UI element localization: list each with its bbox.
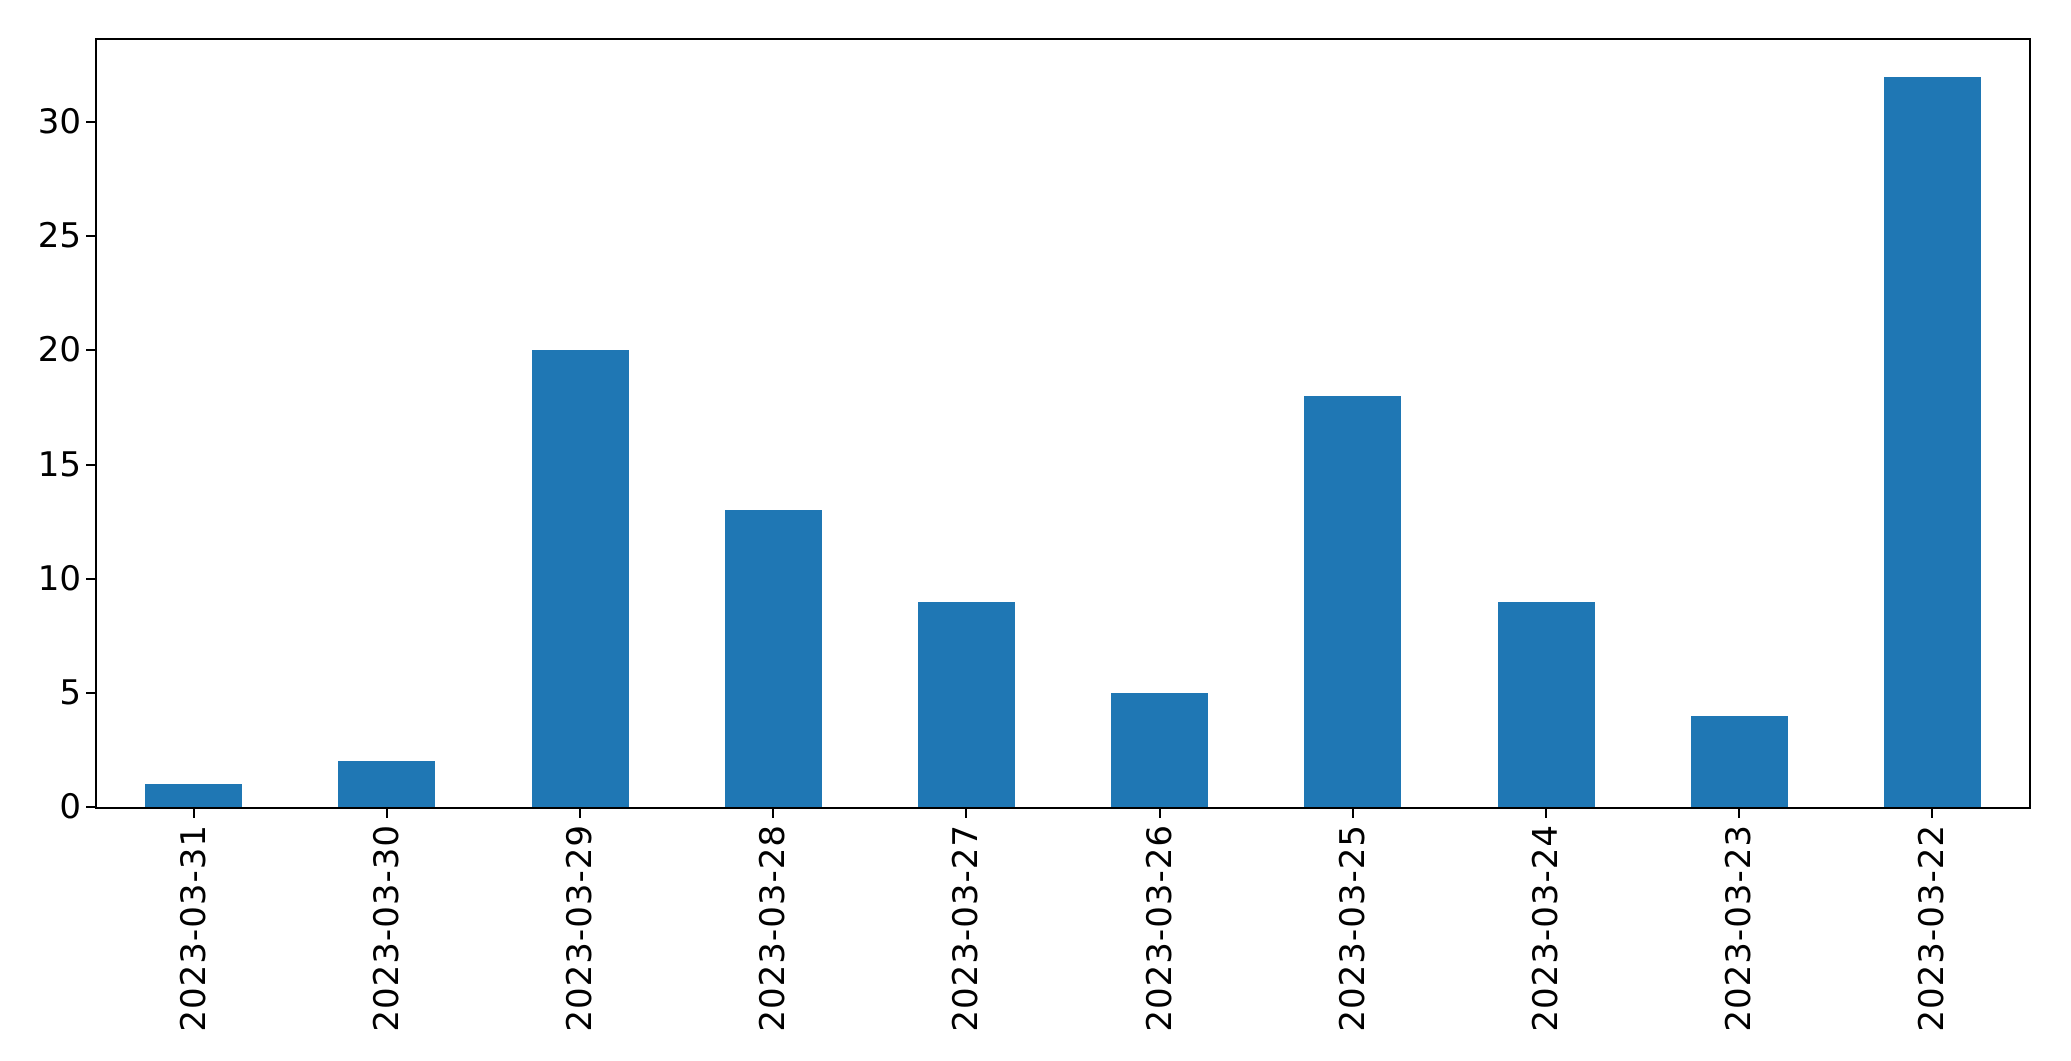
bar-2023-03-30 <box>338 761 436 807</box>
y-tick-label: 15 <box>37 444 81 485</box>
y-tick-label: 5 <box>59 672 81 713</box>
plot-area: 0 5 10 15 20 25 30 2023-03-31 2023-03-30 2023-03-… <box>38 38 2031 1032</box>
x-tick-mark <box>965 809 968 818</box>
x-tick-mark <box>772 809 775 818</box>
bar-2023-03-26 <box>1111 692 1209 807</box>
y-tick-label: 30 <box>37 102 81 143</box>
x-tick-label: 2023-03-27 <box>946 824 987 1032</box>
x-tick-label: 2023-03-26 <box>1139 824 1180 1032</box>
bar-2023-03-24 <box>1497 601 1595 807</box>
bar-2023-03-23 <box>1690 715 1788 807</box>
x-tick-mark <box>1351 809 1354 818</box>
y-tick-mark <box>86 463 95 466</box>
y-tick-mark <box>86 691 95 694</box>
x-tick-mark <box>1158 809 1161 818</box>
bar-2023-03-29 <box>531 350 629 807</box>
x-tick-label: 2023-03-31 <box>173 824 214 1032</box>
y-tick-label: 10 <box>37 558 81 599</box>
x-tick-label: 2023-03-25 <box>1332 824 1373 1032</box>
x-tick-mark <box>1545 809 1547 818</box>
x-tick-mark <box>192 809 195 818</box>
x-tick-mark <box>385 809 388 818</box>
y-tick-mark <box>86 235 95 238</box>
x-tick-label: 2023-03-24 <box>1526 824 1566 1032</box>
y-tick-label: 25 <box>37 216 81 257</box>
x-tick-label: 2023-03-22 <box>1912 824 1953 1032</box>
y-tick-label: 20 <box>37 330 81 371</box>
y-tick-mark <box>86 806 95 808</box>
x-tick-label: 2023-03-30 <box>366 824 407 1032</box>
x-tick-mark <box>1738 809 1741 818</box>
x-tick-mark <box>1931 809 1934 818</box>
y-tick-mark <box>86 349 95 352</box>
x-tick-label: 2023-03-28 <box>753 824 794 1032</box>
bar-2023-03-22 <box>1883 76 1981 807</box>
bar-2023-03-28 <box>724 510 822 807</box>
x-tick-mark <box>579 809 581 818</box>
bar-2023-03-31 <box>145 784 243 807</box>
y-tick-mark <box>86 577 95 580</box>
x-tick-label: 2023-03-29 <box>560 824 600 1032</box>
bar-2023-03-27 <box>917 601 1015 807</box>
x-tick-label: 2023-03-23 <box>1719 824 1760 1032</box>
y-tick-label: 0 <box>59 787 81 827</box>
bar-2023-03-25 <box>1304 396 1402 807</box>
y-tick-mark <box>86 121 95 124</box>
